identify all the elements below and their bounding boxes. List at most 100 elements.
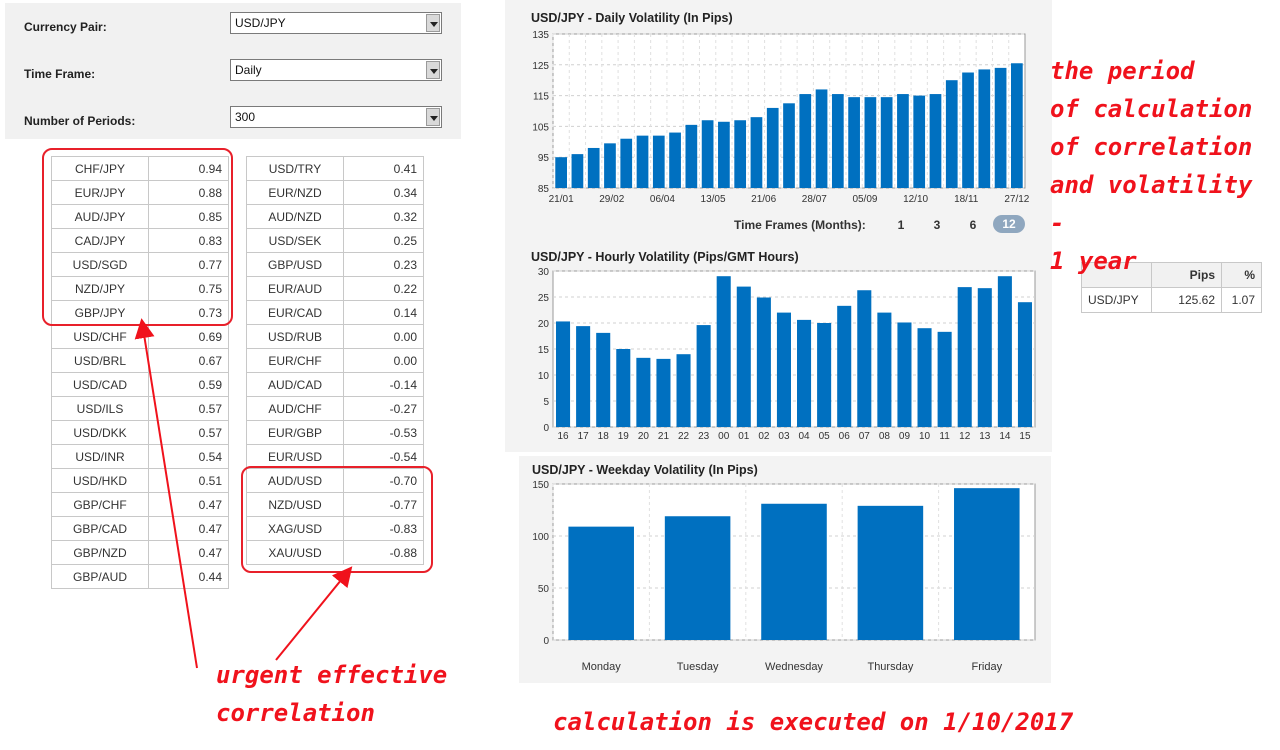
bar: [656, 358, 671, 427]
correlation-pair: AUD/NZD: [246, 204, 344, 229]
y-tick-label: 135: [532, 30, 549, 41]
correlation-pair: USD/ILS: [51, 396, 149, 421]
hourly-chart-title: USD/JPY - Hourly Volatility (Pips/GMT Ho…: [531, 250, 799, 264]
correlation-value: 0.57: [148, 420, 229, 445]
x-tick-label: 21: [658, 431, 670, 442]
annotation-period: the period of calculation of correlation…: [1050, 52, 1280, 280]
weekday-chart-title: USD/JPY - Weekday Volatility (In Pips): [532, 463, 758, 477]
y-tick-label: 105: [532, 122, 549, 133]
periods-select[interactable]: 300: [230, 106, 442, 128]
annotation-urgent-line: urgent effective: [216, 661, 448, 689]
bar: [685, 124, 698, 188]
x-tick-label: 18/11: [954, 194, 979, 205]
bar: [797, 319, 812, 427]
correlation-pair: USD/DKK: [51, 420, 149, 445]
correlation-pair: GBP/NZD: [51, 540, 149, 565]
timeframe-option-6[interactable]: 6: [969, 218, 977, 232]
bar: [568, 526, 634, 640]
x-tick-label: 07: [859, 431, 871, 442]
bar: [604, 143, 616, 188]
bar: [962, 72, 974, 188]
correlation-value: 0.25: [343, 228, 424, 253]
correlation-row: USD/BRL 0.67: [51, 348, 229, 373]
correlation-row: EUR/CHF 0.00: [246, 348, 424, 373]
annotation-calculation-date: calculation is executed on 1/10/2017: [553, 708, 1074, 736]
x-tick-label: Wednesday: [765, 661, 823, 673]
correlation-value: -0.70: [343, 468, 424, 493]
x-tick-label: 03: [778, 431, 790, 442]
bar: [880, 97, 893, 188]
bar: [945, 80, 958, 188]
correlation-pair: EUR/CHF: [246, 348, 344, 373]
correlation-value: -0.27: [343, 396, 424, 421]
annotation-urgent-line: correlation: [216, 699, 375, 727]
annotation-period-line: of calculation: [1050, 95, 1253, 123]
correlation-row: NZD/JPY 0.75: [51, 276, 229, 301]
correlation-value: 0.85: [148, 204, 229, 229]
correlation-row: USD/RUB 0.00: [246, 324, 424, 349]
x-tick-label: 06: [839, 431, 851, 442]
chevron-down-icon[interactable]: [426, 61, 440, 79]
x-tick-label: 28/07: [802, 194, 827, 205]
bar: [766, 107, 779, 188]
pips-table-header: Pips %: [1081, 262, 1262, 288]
x-tick-label: 20: [638, 431, 650, 442]
timeframe-option-1[interactable]: 1: [897, 218, 905, 232]
x-tick-label: 06/04: [650, 194, 675, 205]
bar: [716, 276, 731, 427]
correlation-pair: USD/TRY: [246, 156, 344, 181]
bar: [954, 488, 1020, 640]
x-tick-label: 13/05: [701, 194, 726, 205]
y-tick-label: 50: [538, 584, 550, 595]
x-tick-label: 22: [678, 431, 690, 442]
correlation-pair: EUR/JPY: [51, 180, 149, 205]
correlation-value: -0.83: [343, 516, 424, 541]
correlation-value: 0.57: [148, 396, 229, 421]
correlation-value: 0.41: [343, 156, 424, 181]
timeframe-option-3[interactable]: 3: [933, 218, 941, 232]
x-tick-label: 00: [718, 431, 730, 442]
bar: [815, 89, 828, 188]
annotation-period-line: and volatility -: [1050, 171, 1253, 237]
chevron-down-icon[interactable]: [426, 108, 440, 126]
bar: [616, 349, 631, 427]
correlation-value: 0.47: [148, 492, 229, 517]
correlation-pair: NZD/JPY: [51, 276, 149, 301]
x-tick-label: Tuesday: [677, 661, 719, 673]
correlation-row: GBP/CHF 0.47: [51, 492, 229, 517]
daily-chart-title: USD/JPY - Daily Volatility (In Pips): [531, 11, 733, 25]
x-tick-label: 29/02: [599, 194, 624, 205]
currency-pair-select[interactable]: USD/JPY: [230, 12, 442, 34]
chevron-down-icon[interactable]: [426, 14, 440, 32]
bar: [877, 312, 892, 427]
bar: [957, 287, 972, 427]
bar: [817, 323, 832, 427]
bar: [750, 117, 763, 188]
bar: [864, 97, 877, 188]
x-tick-label: Thursday: [867, 661, 913, 673]
x-tick-label: 04: [798, 431, 810, 442]
bar: [848, 97, 860, 188]
time-frame-label: Time Frame:: [24, 67, 96, 81]
correlation-pair: CHF/JPY: [51, 156, 149, 181]
timeframe-option-12[interactable]: 12: [993, 215, 1025, 233]
bar: [1011, 63, 1023, 189]
x-tick-label: Monday: [582, 661, 622, 673]
correlation-value: 0.75: [148, 276, 229, 301]
y-tick-label: 85: [538, 184, 550, 195]
correlation-row: USD/ILS 0.57: [51, 396, 229, 421]
correlation-pair: GBP/AUD: [51, 564, 149, 589]
y-tick-label: 115: [533, 92, 549, 103]
correlation-pair: GBP/CAD: [51, 516, 149, 541]
arrow-to-negative-correlation: [275, 566, 353, 661]
bar: [929, 94, 942, 188]
pips-header-pips: Pips: [1151, 262, 1222, 288]
correlation-pair: USD/RUB: [246, 324, 344, 349]
pips-pair: USD/JPY: [1081, 287, 1152, 313]
annotation-urgent: urgent effective correlation: [216, 656, 447, 732]
time-frame-select[interactable]: Daily: [230, 59, 442, 81]
bar: [664, 516, 731, 640]
x-tick-label: 08: [879, 431, 891, 442]
bar: [718, 121, 730, 188]
